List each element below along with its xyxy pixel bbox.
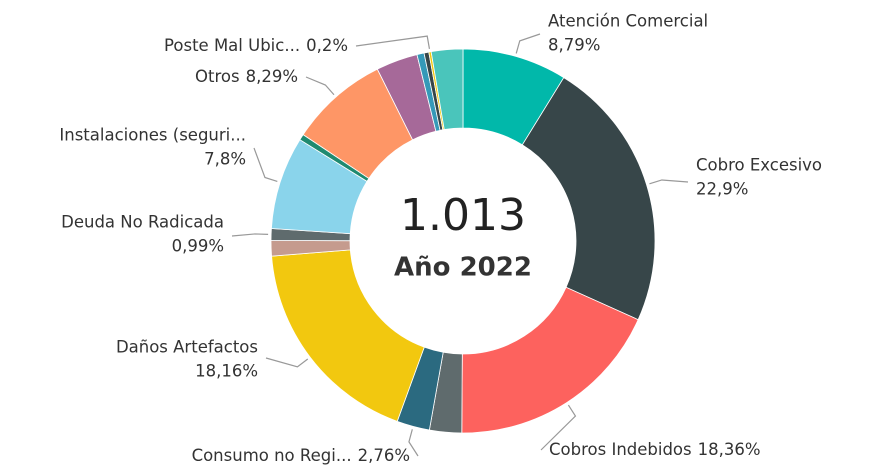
slice xyxy=(521,77,656,321)
category-label: Deuda No Radicada xyxy=(61,213,224,232)
category-label: Instalaciones (seguri... xyxy=(59,126,246,145)
value-label: 7,8% xyxy=(204,150,246,169)
category-label: Atención Comercial xyxy=(548,12,708,31)
leader-line xyxy=(231,233,269,237)
value-label: 22,9% xyxy=(696,180,748,199)
slice-label: Consumo no Regi... 2,76% xyxy=(192,446,410,465)
leader-line xyxy=(265,357,309,368)
leader-line xyxy=(515,33,541,54)
value-label: 8,79% xyxy=(548,36,600,55)
category-label: Otros xyxy=(195,67,240,86)
leader-line xyxy=(408,429,419,457)
center-value: 1.013 xyxy=(400,190,526,241)
leader-line xyxy=(649,179,689,185)
value-label: 8,29% xyxy=(246,67,298,86)
category-label: Poste Mal Ubic... xyxy=(164,36,300,55)
value-label: 0,99% xyxy=(172,237,224,256)
slice-label: Poste Mal Ubic... 0,2% xyxy=(164,36,348,55)
slice-label: Otros 8,29% xyxy=(195,67,298,86)
value-label: 18,16% xyxy=(195,362,258,381)
value-label: 0,2% xyxy=(306,36,348,55)
category-label: Cobro Excesivo xyxy=(696,156,822,175)
slice xyxy=(430,48,464,131)
center-label: Año 2022 xyxy=(394,253,532,283)
slice-label: Cobros Indebidos 18,36% xyxy=(549,440,761,459)
leader-line xyxy=(540,404,577,451)
leader-line xyxy=(305,76,335,96)
category-label: Consumo no Regi... xyxy=(192,446,352,465)
slice xyxy=(461,286,639,434)
leader-line xyxy=(355,35,431,50)
value-label: 2,76% xyxy=(358,446,410,465)
category-label: Cobros Indebidos xyxy=(549,440,692,459)
value-label: 18,36% xyxy=(698,440,761,459)
category-label: Daños Artefactos xyxy=(116,338,258,357)
leader-line xyxy=(253,147,278,183)
